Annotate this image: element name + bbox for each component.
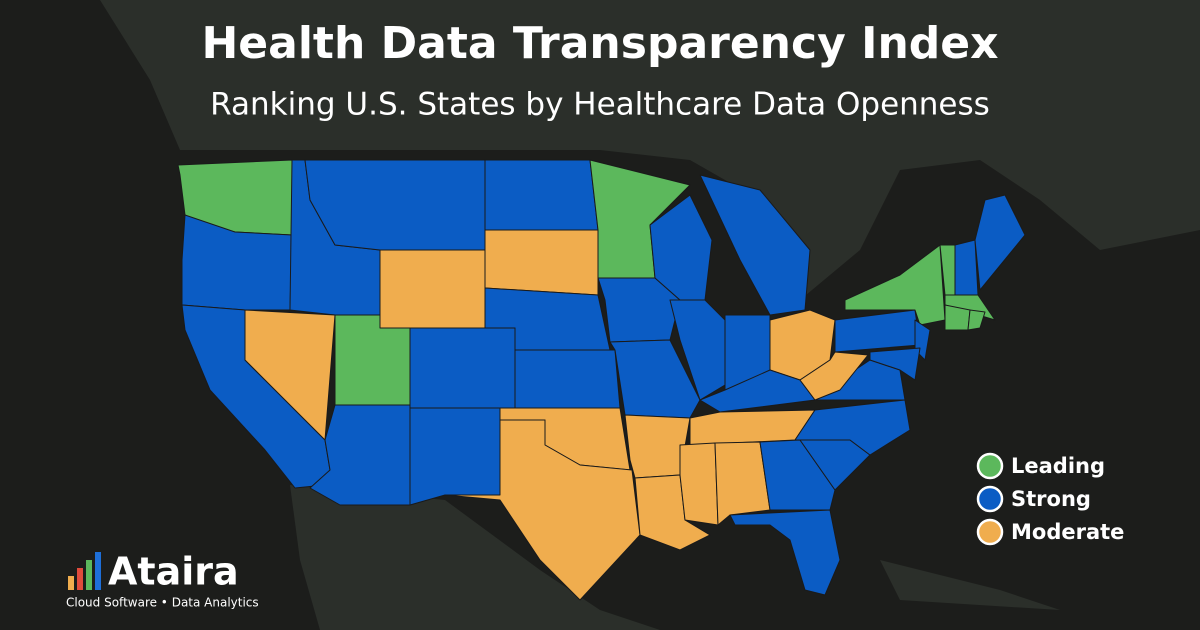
state (409, 327, 516, 409)
state (844, 244, 946, 326)
state (484, 229, 599, 296)
state (334, 314, 411, 406)
state (379, 249, 486, 329)
logo-name: Ataira (108, 550, 239, 594)
logo-bar (77, 568, 83, 590)
legend-label: Moderate (1011, 520, 1124, 544)
legend-label: Strong (1011, 487, 1091, 511)
state (304, 159, 486, 251)
logo-bar (86, 560, 92, 590)
state (484, 159, 599, 231)
state (869, 347, 921, 381)
state (514, 349, 621, 409)
state (729, 509, 841, 596)
state (714, 441, 771, 526)
subtitle: Ranking U.S. States by Healthcare Data O… (210, 87, 990, 123)
state (679, 442, 719, 526)
legend-swatch (976, 518, 1004, 546)
logo-tagline: Cloud Software • Data Analytics (66, 596, 259, 610)
state (409, 407, 501, 506)
state (444, 419, 641, 601)
state (759, 439, 836, 511)
state (181, 214, 293, 311)
state (799, 351, 869, 401)
state (954, 239, 979, 296)
states (177, 159, 1026, 601)
land-south (290, 485, 660, 630)
legend-swatch (976, 485, 1004, 513)
legend-label: Leading (1011, 454, 1105, 478)
legend-swatch (976, 452, 1004, 480)
legend: Leading Strong Moderate (976, 452, 1124, 546)
land-north (100, 0, 1200, 300)
island (880, 560, 1060, 610)
state (944, 304, 971, 331)
state (794, 399, 911, 456)
state (967, 309, 986, 331)
title: Health Data Transparency Index (201, 18, 998, 69)
state (699, 174, 811, 316)
state (974, 194, 1026, 291)
logo: Ataira Cloud Software • Data Analytics (66, 550, 259, 610)
logo-bar (95, 552, 101, 590)
logo-bar (68, 576, 74, 590)
